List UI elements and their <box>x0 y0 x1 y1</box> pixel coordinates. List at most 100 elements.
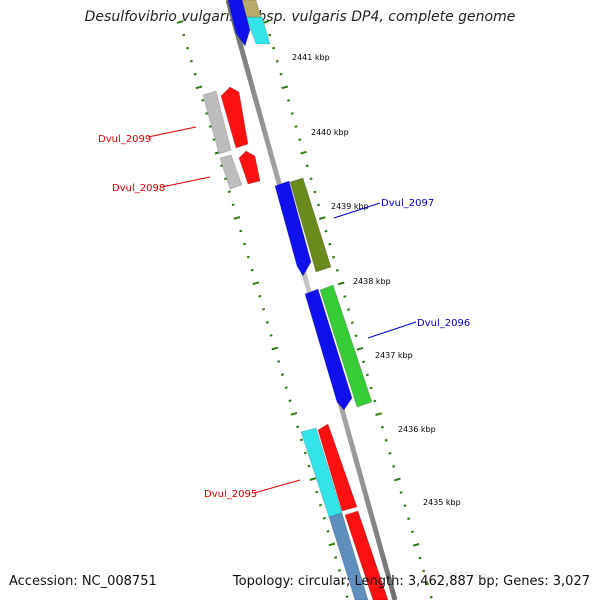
outer-tick-minor <box>343 295 347 298</box>
scale-label-2438: 2438 kbp <box>353 277 391 286</box>
gene-arrow-top-blue[interactable] <box>227 0 251 48</box>
inner-tick-minor <box>265 321 269 324</box>
inner-tick-minor <box>284 386 288 389</box>
outer-tick-minor <box>298 138 302 141</box>
inner-tick-minor <box>208 125 212 128</box>
outer-tick-minor <box>362 360 366 364</box>
scale-label-2437: 2437 kbp <box>375 351 413 360</box>
gene-arrow-dvul-2095[interactable] <box>317 423 358 512</box>
inner-tick-minor <box>239 229 243 233</box>
inner-tick-minor <box>296 425 300 429</box>
inner-tick-minor <box>337 569 342 572</box>
outer-tick-minor <box>410 530 415 534</box>
inner-tick-minor <box>224 177 228 181</box>
outer-tick-major <box>318 216 326 220</box>
outer-tick-major <box>356 346 364 351</box>
outer-tick-minor <box>316 203 321 207</box>
outer-tick-minor <box>328 242 332 246</box>
outer-tick-minor <box>429 595 433 599</box>
outer-tick-minor <box>279 72 283 76</box>
outer-tick-major <box>262 20 270 24</box>
inner-tick-minor <box>326 530 330 533</box>
outer-tick-major <box>337 281 345 286</box>
gene-arrow-blue-mid-2[interactable] <box>304 288 353 411</box>
gene-labels: Dvul_2099 Dvul_2098 Dvul_2097 Dvul_2096 … <box>98 126 470 500</box>
outer-tick-minor <box>324 229 328 233</box>
gene-label-dvul-2099[interactable]: Dvul_2099 <box>98 134 151 145</box>
gene-arrow-dvul-2099[interactable] <box>220 86 249 149</box>
gene-arrow-dvul-2098[interactable] <box>238 150 261 185</box>
inner-tick-minor <box>334 556 338 559</box>
inner-tick-minor <box>186 46 190 50</box>
inner-tick-minor <box>277 360 281 363</box>
inner-tick-minor <box>201 99 205 102</box>
gene-label-dvul-2098[interactable]: Dvul_2098 <box>112 183 165 194</box>
inner-tick-minor <box>231 203 235 207</box>
genome-stats-label: Topology: circular; Length: 3,462,887 bp… <box>232 574 590 589</box>
gene-arrow-dvul-2098-partner[interactable] <box>219 154 243 190</box>
gene-label-dvul-2095[interactable]: Dvul_2095 <box>204 489 257 500</box>
scale-label-2434: 2434 kbp <box>448 571 486 580</box>
outer-tick-minor <box>380 425 384 429</box>
gene-arrow-dvul-2097[interactable] <box>289 177 332 273</box>
outer-tick-minor <box>403 504 407 507</box>
outer-tick-minor <box>384 438 388 442</box>
outer-tick-minor <box>392 465 396 468</box>
outer-tick-major <box>412 543 420 547</box>
tick-marks-outer <box>262 20 433 599</box>
outer-tick-minor <box>399 491 403 494</box>
leader-dvul-2097 <box>333 202 381 219</box>
outer-tick-minor <box>388 452 392 455</box>
scale-label-2440: 2440 kbp <box>311 128 349 137</box>
outer-tick-major <box>300 150 307 155</box>
outer-tick-minor <box>305 164 309 168</box>
gene-arrow-steel-blue[interactable] <box>328 512 369 600</box>
reverse-strand-genes <box>202 0 369 600</box>
inner-tick-minor <box>307 464 311 468</box>
outer-tick-minor <box>354 334 358 338</box>
inner-tick-minor <box>189 59 193 63</box>
inner-tick-minor <box>193 72 197 76</box>
gene-label-dvul-2097[interactable]: Dvul_2097 <box>381 198 434 209</box>
outer-tick-minor <box>373 399 377 403</box>
outer-tick-minor <box>369 386 373 390</box>
gene-arrow-dvul-2099-partner[interactable] <box>202 90 232 155</box>
inner-tick-major <box>195 85 203 90</box>
inner-tick-minor <box>269 334 273 337</box>
inner-tick-minor <box>242 242 247 246</box>
outer-tick-minor <box>407 517 411 521</box>
inner-tick-minor <box>250 268 254 272</box>
outer-tick-minor <box>365 373 369 377</box>
scale-label-2439: 2439 kbp <box>331 202 369 211</box>
gene-label-dvul-2096[interactable]: Dvul_2096 <box>417 318 470 329</box>
inner-tick-major <box>309 477 317 481</box>
inner-tick-minor <box>315 490 319 494</box>
outer-tick-minor <box>422 569 426 573</box>
inner-tick-minor <box>246 255 250 259</box>
outer-tick-major <box>394 477 401 482</box>
inner-tick-minor <box>345 595 349 598</box>
accession-label: Accession: NC_008751 <box>9 574 157 589</box>
inner-tick-minor <box>182 33 186 37</box>
gene-arrow-dvul-2096[interactable] <box>319 284 373 408</box>
outer-tick-minor <box>313 190 317 194</box>
inner-tick-minor <box>288 399 292 403</box>
outer-tick-minor <box>332 255 336 259</box>
inner-tick-major <box>233 216 241 220</box>
inner-tick-minor <box>318 503 323 507</box>
inner-tick-minor <box>205 112 209 115</box>
gene-arrow-blue-mid-1[interactable] <box>274 180 312 277</box>
leader-dvul-2099 <box>147 126 197 138</box>
outer-tick-minor <box>335 269 339 272</box>
inner-tick-minor <box>227 190 231 194</box>
outer-tick-minor <box>272 46 276 50</box>
outer-tick-minor <box>275 59 279 63</box>
scale-label-2441: 2441 kbp <box>292 53 330 62</box>
outer-tick-minor <box>287 99 291 102</box>
gene-arrow-bottom-red[interactable] <box>344 510 389 600</box>
inner-tick-major <box>328 542 336 547</box>
outer-tick-minor <box>425 582 429 586</box>
inner-tick-minor <box>303 451 307 455</box>
forward-strand-genes <box>241 0 389 600</box>
